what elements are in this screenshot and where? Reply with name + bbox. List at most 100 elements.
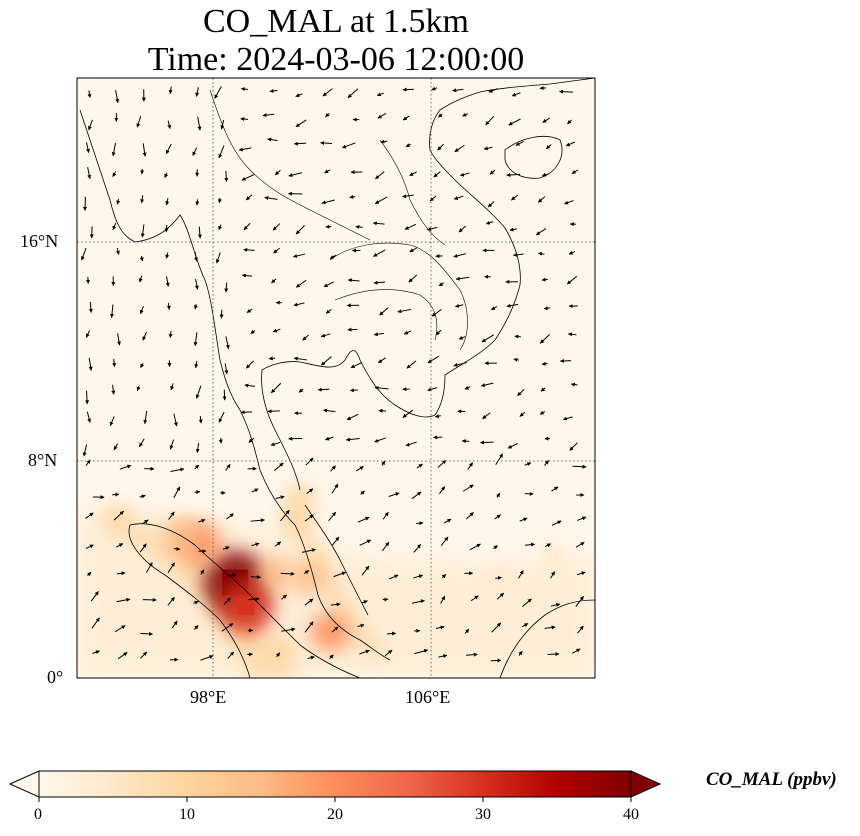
- wind-arrow: [539, 410, 546, 415]
- wind-arrow: [143, 410, 148, 425]
- co-hotspot: [258, 556, 294, 593]
- wind-arrow: [170, 467, 185, 472]
- wind-arrow: [87, 571, 92, 577]
- wind-arrow: [214, 86, 222, 99]
- wind-arrow: [349, 194, 356, 199]
- wind-arrow: [466, 512, 474, 520]
- wind-arrow: [295, 225, 305, 235]
- wind-arrow: [197, 116, 202, 131]
- wind-arrow: [347, 88, 359, 99]
- wind-arrow: [321, 356, 332, 366]
- wind-arrow: [454, 303, 464, 308]
- wind-arrow: [458, 225, 467, 233]
- wind-arrow: [164, 224, 169, 233]
- wind-arrow: [246, 308, 253, 313]
- wind-arrow: [302, 334, 309, 341]
- wind-arrow: [487, 201, 495, 208]
- wind-arrow: [333, 571, 347, 578]
- wind-arrow: [200, 569, 205, 575]
- wind-arrow: [461, 439, 470, 444]
- wind-arrow: [168, 86, 173, 95]
- wind-arrow: [139, 255, 144, 262]
- wind-arrow: [273, 247, 280, 254]
- wind-arrow: [275, 495, 285, 500]
- wind-arrow: [195, 443, 200, 454]
- wind-arrow: [245, 194, 253, 201]
- wind-arrow: [543, 306, 551, 311]
- wind-arrow: [250, 518, 265, 523]
- wind-arrow: [273, 462, 284, 472]
- wind-arrow: [88, 357, 93, 371]
- wind-arrow: [378, 408, 387, 413]
- wind-arrow: [404, 223, 417, 230]
- wind-arrow: [397, 308, 412, 314]
- wind-arrow: [145, 562, 153, 573]
- wind-arrow: [569, 442, 578, 451]
- wind-arrow: [195, 87, 200, 97]
- wind-arrow: [116, 198, 121, 205]
- wind-arrow: [411, 491, 422, 500]
- wind-arrow: [166, 302, 171, 310]
- wind-arrow: [325, 112, 330, 118]
- wind-arrow: [462, 484, 474, 492]
- wind-arrow: [382, 511, 389, 520]
- wind-arrow: [321, 199, 335, 205]
- wind-arrow: [117, 333, 121, 346]
- wind-arrow: [280, 509, 290, 522]
- wind-arrow: [483, 146, 493, 151]
- wind-arrow: [113, 443, 119, 451]
- wind-arrow: [453, 195, 464, 200]
- wind-arrow: [167, 562, 175, 574]
- wind-arrow: [435, 625, 445, 630]
- wind-arrow: [262, 113, 275, 118]
- wind-arrow: [345, 437, 360, 442]
- wind-arrow: [293, 302, 305, 307]
- lat-tick-8: 8°N: [28, 450, 58, 470]
- wind-arrow: [85, 330, 90, 338]
- colorbar-tick-30: 30: [475, 806, 491, 823]
- wind-arrow: [165, 198, 170, 206]
- wind-arrow: [506, 303, 519, 308]
- wind-arrow: [403, 330, 412, 335]
- colorbar-gradient: [39, 771, 631, 797]
- wind-arrow: [374, 437, 387, 443]
- wind-arrow: [224, 363, 229, 375]
- colorbar: [8, 770, 662, 802]
- wind-arrow: [545, 144, 552, 150]
- wind-arrow: [571, 648, 581, 654]
- wind-arrow: [271, 278, 277, 284]
- wind-arrow: [112, 171, 117, 178]
- colorbar-extend-max: [630, 770, 662, 798]
- wind-arrow: [272, 328, 281, 333]
- wind-arrow: [194, 464, 200, 470]
- wind-arrow: [443, 518, 452, 524]
- wind-arrow: [522, 598, 532, 607]
- wind-arrow: [566, 275, 578, 285]
- wind-arrow: [416, 463, 423, 469]
- co-hotspot: [285, 483, 316, 513]
- wind-arrow: [139, 494, 146, 499]
- colorbar-tick-40: 40: [623, 806, 639, 823]
- wind-arrow: [109, 416, 115, 427]
- wind-arrow: [267, 137, 278, 142]
- wind-arrow: [245, 360, 255, 369]
- wind-arrow: [138, 275, 143, 283]
- wind-arrow: [269, 88, 278, 93]
- wind-arrow: [511, 92, 521, 97]
- wind-arrow: [173, 486, 181, 499]
- wind-arrow: [195, 385, 202, 399]
- wind-arrow: [485, 220, 494, 225]
- wind-arrow: [376, 92, 385, 97]
- wind-arrow: [539, 334, 551, 344]
- wind-arrow: [493, 545, 498, 550]
- wind-arrow: [402, 115, 410, 121]
- wind-arrow: [559, 89, 574, 94]
- wind-arrow: [218, 145, 225, 159]
- wind-arrow: [329, 254, 337, 260]
- wind-arrow: [427, 355, 440, 364]
- wind-arrow: [494, 514, 501, 520]
- wind-arrow: [347, 278, 360, 283]
- wind-arrow: [464, 628, 470, 634]
- wind-arrow: [330, 465, 336, 472]
